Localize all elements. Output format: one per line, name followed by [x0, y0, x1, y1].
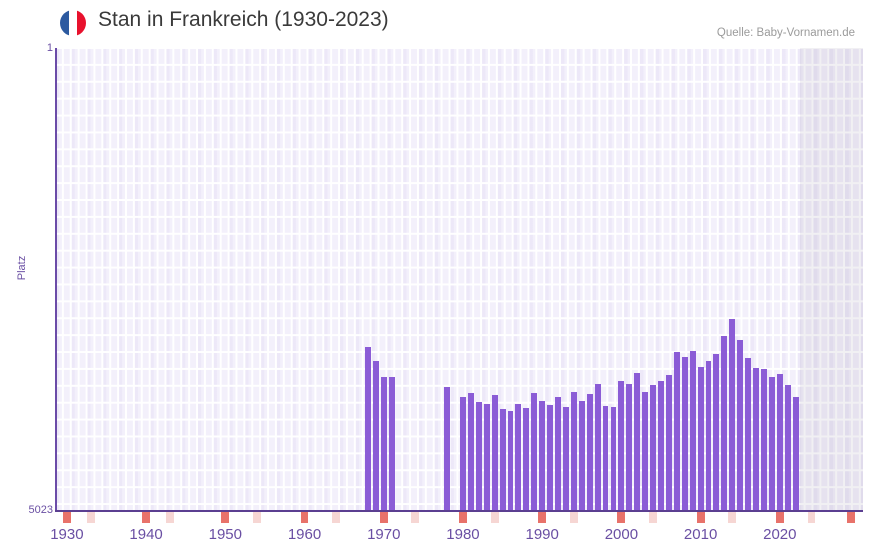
axis-marker: [332, 512, 341, 523]
axis-marker: [490, 512, 499, 523]
axis-marker: [649, 512, 658, 523]
axis-marker: [379, 512, 388, 523]
bar[interactable]: [792, 397, 799, 511]
x-tick-label: 1930: [50, 526, 84, 543]
axis-marker: [253, 512, 261, 523]
bar[interactable]: [515, 404, 522, 511]
axis-marker: [62, 512, 71, 523]
x-tick-label: 1940: [129, 526, 163, 543]
bar[interactable]: [364, 347, 371, 511]
bar[interactable]: [444, 387, 451, 511]
bar[interactable]: [642, 392, 649, 511]
bar[interactable]: [547, 405, 554, 511]
axis-marker: [847, 512, 856, 523]
x-tick-label: 2010: [683, 526, 718, 543]
bar[interactable]: [562, 407, 569, 511]
bar[interactable]: [475, 402, 482, 511]
x-axis-ticks: 1930 1940 1950 1960 1970 1980 1990 2000 2010 2020: [50, 512, 863, 552]
bar[interactable]: [594, 384, 601, 511]
bar[interactable]: [586, 394, 593, 511]
plot-area: [55, 48, 863, 511]
bar[interactable]: [776, 374, 783, 511]
bar[interactable]: [626, 384, 633, 511]
bar[interactable]: [713, 354, 720, 511]
bar[interactable]: [658, 381, 664, 511]
axis-marker: [617, 512, 626, 523]
x-tick-label: 2020: [763, 526, 797, 543]
bar[interactable]: [768, 377, 775, 511]
axis-marker: [165, 512, 174, 523]
bar[interactable]: [539, 401, 546, 511]
x-tick-label: 1990: [525, 526, 559, 543]
bar[interactable]: [650, 385, 657, 511]
y-tick-bottom: 5023: [28, 504, 53, 516]
bar[interactable]: [705, 361, 712, 511]
bar[interactable]: [578, 401, 585, 511]
bar[interactable]: [697, 367, 704, 511]
axis-marker: [728, 512, 737, 523]
bar[interactable]: [753, 368, 759, 511]
bar[interactable]: [483, 404, 490, 511]
bar[interactable]: [610, 407, 617, 511]
bar[interactable]: [570, 392, 577, 511]
bar[interactable]: [372, 361, 379, 511]
bar[interactable]: [555, 397, 561, 511]
bar[interactable]: [784, 385, 791, 511]
bar[interactable]: [689, 351, 696, 511]
bar[interactable]: [721, 336, 728, 511]
y-axis-label: Platz: [16, 255, 28, 281]
bar[interactable]: [531, 393, 538, 511]
axis-marker: [696, 512, 705, 523]
axis-marker: [411, 512, 420, 523]
x-tick-label: 1980: [446, 526, 480, 543]
x-tick-label: 1950: [208, 526, 242, 543]
bar[interactable]: [602, 406, 609, 511]
france-flag-icon: [60, 10, 86, 36]
axis-marker: [142, 512, 151, 523]
axis-marker: [775, 512, 784, 523]
chart-header: Stan in Frankreich (1930-2023) Quelle: B…: [0, 0, 873, 44]
bar[interactable]: [618, 381, 625, 511]
axis-marker: [807, 512, 816, 523]
source-note: Quelle: Baby-Vornamen.de: [716, 27, 855, 39]
bar[interactable]: [634, 373, 641, 511]
bar[interactable]: [665, 375, 672, 511]
axis-marker: [86, 512, 95, 523]
bar-series: [55, 48, 863, 511]
bar[interactable]: [380, 377, 387, 511]
axis-marker: [221, 512, 230, 523]
axis-marker: [459, 512, 467, 523]
axis-marker: [300, 512, 309, 523]
bar[interactable]: [507, 411, 514, 511]
bar[interactable]: [499, 409, 506, 511]
decade-marker-strip: [55, 512, 863, 523]
bar[interactable]: [523, 408, 530, 511]
bar[interactable]: [745, 358, 752, 511]
axis-marker: [569, 512, 578, 523]
x-axis-line: [55, 510, 863, 512]
bar[interactable]: [467, 393, 474, 511]
x-tick-label: 2000: [604, 526, 639, 543]
bar[interactable]: [673, 352, 680, 511]
y-axis-line: [55, 48, 57, 511]
bar[interactable]: [388, 377, 395, 511]
x-tick-label: 1960: [287, 526, 322, 543]
bar[interactable]: [761, 369, 767, 511]
bar[interactable]: [737, 340, 744, 511]
page-title: Stan in Frankreich (1930-2023): [98, 8, 389, 31]
x-tick-label: 1970: [367, 526, 401, 543]
bar[interactable]: [681, 357, 688, 511]
axis-marker: [538, 512, 547, 523]
bar[interactable]: [491, 395, 498, 511]
y-tick-top: 1: [46, 42, 53, 54]
bar[interactable]: [460, 397, 466, 511]
bar[interactable]: [729, 319, 736, 511]
